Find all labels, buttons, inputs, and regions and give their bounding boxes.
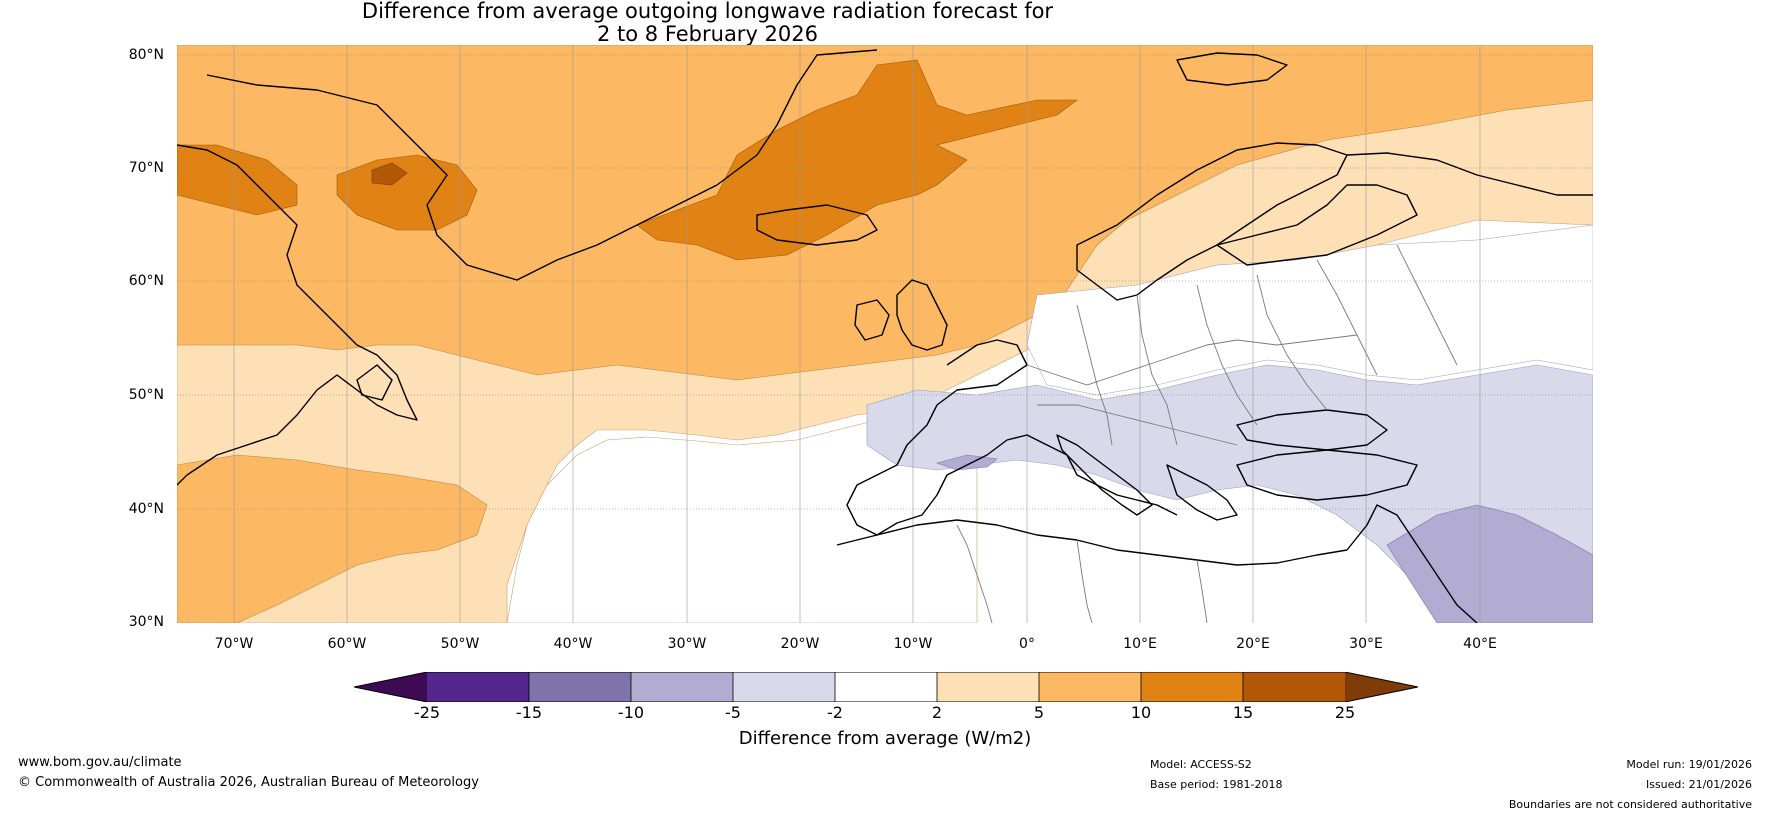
anomaly-region-minus5-minus10-spain [935, 454, 998, 471]
anomaly-region-5-10 [177, 45, 1593, 381]
footer-issued: Issued: 21/01/2026 [1645, 778, 1752, 791]
coastline-italy [1056, 434, 1153, 516]
footer-model-run: Model run: 19/01/2026 [1626, 758, 1752, 771]
country-borders [956, 244, 1458, 623]
colorbar-tick: -10 [617, 703, 645, 722]
lon-label-10w: 10°W [893, 636, 933, 652]
lon-label-10e: 10°E [1123, 636, 1157, 652]
lat-label-40n: 40°N [128, 501, 164, 517]
graticule [177, 54, 1593, 510]
lat-label-30n: 30°N [128, 614, 164, 630]
lon-label-40w: 40°W [553, 636, 593, 652]
anomaly-region-10-15-iceland [636, 59, 1078, 261]
colorbar-tick: -5 [725, 703, 741, 722]
title-line-1: Difference from average outgoing longwav… [361, 0, 1054, 23]
lon-label-30e: 30°E [1349, 636, 1383, 652]
colorbar-swatch-15-25 [1243, 672, 1345, 702]
colorbar-swatch-5-2 [733, 672, 835, 702]
coastline-north-africa [836, 519, 1348, 566]
colorbar-swatch-5-10 [1039, 672, 1141, 702]
coastline-europe-west [846, 339, 1178, 536]
meridians [233, 45, 1481, 623]
lon-label-20w: 20°W [780, 636, 820, 652]
coastline-greenland [206, 49, 878, 281]
colorbar-swatch-25-15 [427, 672, 529, 702]
colorbar-tick: -2 [827, 703, 843, 722]
forecast-map [177, 45, 1593, 623]
footer-url: www.bom.gov.au/climate [18, 755, 182, 770]
coastline-canada [177, 144, 418, 486]
colorbar-swatch-15-10 [529, 672, 631, 702]
colorbar-dividers [528, 672, 1244, 702]
colorbar-swatch-10-5 [631, 672, 733, 702]
colorbar-tick: 25 [1334, 703, 1356, 722]
lon-label-0: 0° [1019, 636, 1035, 652]
colorbar-swatch-gt-25 [1345, 672, 1418, 702]
colorbar [354, 672, 1418, 702]
lat-label-60n: 60°N [128, 273, 164, 289]
coastline-great-britain [896, 279, 948, 351]
lon-label-20e: 20°E [1236, 636, 1270, 652]
coastline-black-sea [1236, 409, 1388, 451]
coastline-ireland [854, 299, 890, 341]
colorbar-tick: 10 [1130, 703, 1152, 722]
anomaly-region-minus5-minus10 [1386, 504, 1593, 623]
lon-label-40e: 40°E [1463, 636, 1497, 652]
colorbar-swatch-2-2 [835, 672, 937, 702]
colorbar-tick: 2 [931, 703, 943, 722]
footer-disclaimer: Boundaries are not considered authoritat… [1508, 798, 1752, 811]
coastlines [177, 49, 1593, 623]
coastline-russia-north [1346, 152, 1593, 196]
anomaly-region-15-25 [371, 162, 408, 186]
title-line-2: 2 to 8 February 2026 [596, 22, 818, 46]
colorbar-tick: -15 [515, 703, 543, 722]
lon-label-60w: 60°W [327, 636, 367, 652]
lon-label-30w: 30°W [667, 636, 707, 652]
coastline-levant [1346, 504, 1478, 623]
anomaly-region-10-15-west [177, 144, 298, 216]
footer-base-period: Base period: 1981-2018 [1150, 778, 1283, 791]
lat-label-50n: 50°N [128, 387, 164, 403]
coastline-newfoundland [356, 364, 393, 401]
colorbar-tick: 5 [1033, 703, 1045, 722]
anomaly-region-5-10-southwest [177, 454, 488, 623]
lat-label-80n: 80°N [128, 47, 164, 63]
footer-copyright: © Commonwealth of Australia 2026, Austra… [18, 775, 479, 790]
colorbar-swatch-2-5 [937, 672, 1039, 702]
colorbar-swatch-lt-25 [354, 672, 427, 702]
lon-label-50w: 50°W [440, 636, 480, 652]
coastline-turkey [1236, 449, 1418, 501]
coastline-svalbard [1176, 52, 1288, 86]
footer-model: Model: ACCESS-S2 [1150, 758, 1252, 771]
colorbar-tick: -25 [413, 703, 441, 722]
coastline-iceland [756, 204, 878, 246]
colorbar-swatch-10-15 [1141, 672, 1243, 702]
colorbar-label: Difference from average (W/m2) [738, 728, 1032, 749]
map-canvas [177, 45, 1593, 623]
coastline-greece [1166, 464, 1238, 521]
lat-label-70n: 70°N [128, 160, 164, 176]
coastline-scandinavia [1076, 142, 1348, 301]
coastline-finland [1216, 184, 1418, 266]
chart-title: Difference from average outgoing longwav… [0, 0, 1415, 46]
colorbar-tick: 15 [1232, 703, 1254, 722]
lon-label-70w: 70°W [214, 636, 254, 652]
